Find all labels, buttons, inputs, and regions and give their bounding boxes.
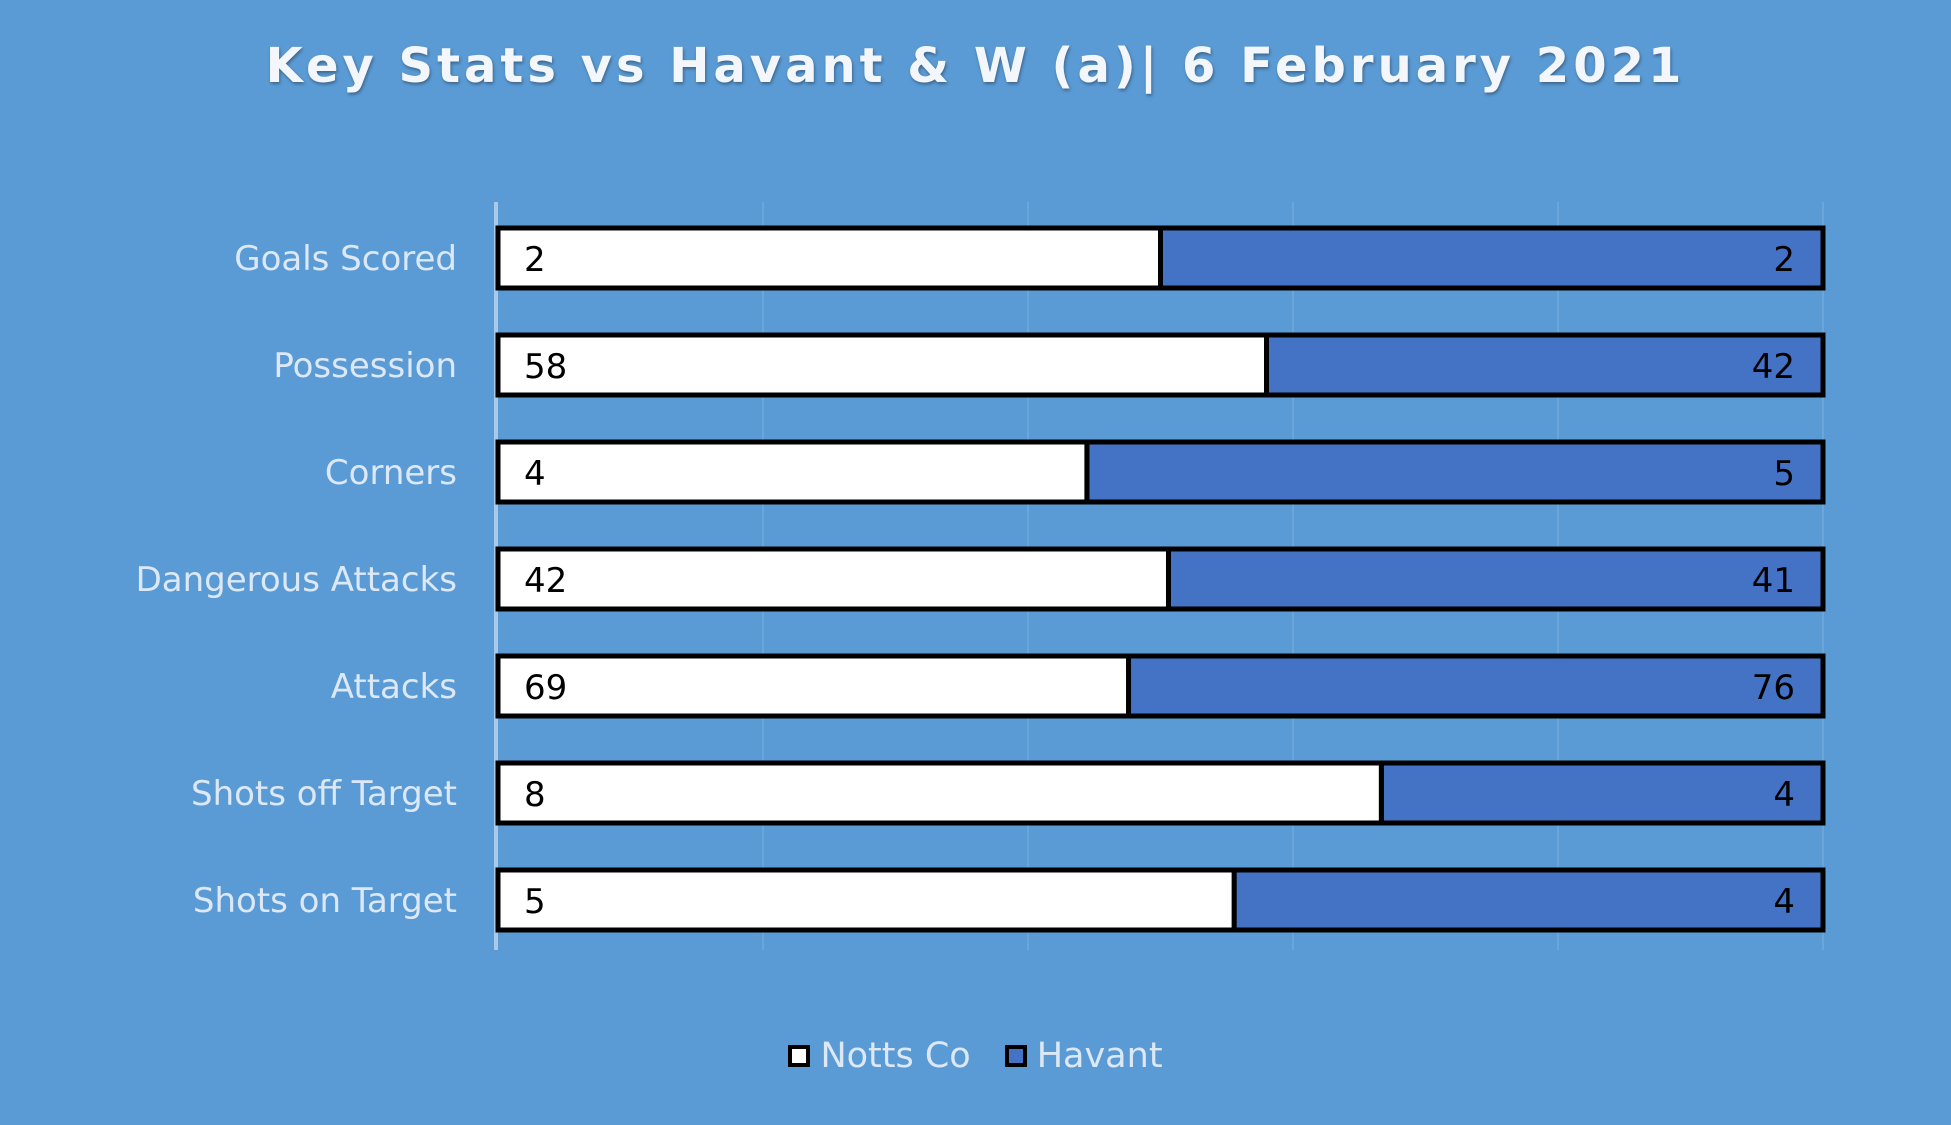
chart-legend: Notts Co Havant [0,1036,1951,1076]
legend-item-notts-co: Notts Co [788,1036,971,1076]
legend-swatch-havant [1004,1045,1027,1067]
bar-segment-havant [1126,653,1826,719]
data-label-notts-co: 2 [524,240,546,280]
category-label: Dangerous Attacks [136,560,457,600]
bar-segment-havant [1264,332,1826,398]
data-label-notts-co: 4 [524,454,546,494]
bar-segment-notts-co [495,332,1269,398]
bar-segment-notts-co [495,653,1132,719]
data-label-notts-co: 5 [524,882,546,922]
bar-segment-notts-co [495,867,1237,933]
legend-item-havant: Havant [1004,1036,1163,1076]
data-label-havant: 5 [1773,454,1795,494]
category-label: Shots off Target [191,774,457,814]
category-label: Shots on Target [193,881,457,921]
data-label-havant: 2 [1773,240,1795,280]
bar-segment-notts-co [495,760,1384,826]
category-label: Corners [325,453,457,493]
category-label: Possession [273,346,457,386]
data-label-havant: 41 [1752,561,1795,601]
data-label-notts-co: 69 [524,668,567,708]
bar-segment-notts-co [495,546,1171,612]
data-label-havant: 4 [1773,775,1795,815]
category-label: Attacks [331,667,457,707]
bar-segment-havant [1158,225,1826,291]
data-label-havant: 76 [1752,668,1795,708]
legend-label-havant: Havant [1036,1036,1163,1076]
legend-label-notts-co: Notts Co [820,1036,971,1076]
data-label-havant: 4 [1773,882,1795,922]
data-label-notts-co: 58 [524,347,567,387]
category-label: Goals Scored [234,239,457,279]
chart-title: Key Stats vs Havant & W (a)| 6 February … [265,38,1686,94]
bar-segment-havant [1378,760,1826,826]
data-label-havant: 42 [1752,347,1795,387]
data-label-notts-co: 42 [524,561,567,601]
bar-segment-notts-co [495,439,1090,505]
bar-segment-havant [1084,439,1826,505]
data-label-notts-co: 8 [524,775,546,815]
bar-segment-havant [1231,867,1826,933]
bar-segment-havant [1165,546,1826,612]
bar-segment-notts-co [495,225,1163,291]
legend-swatch-notts-co [788,1045,811,1067]
